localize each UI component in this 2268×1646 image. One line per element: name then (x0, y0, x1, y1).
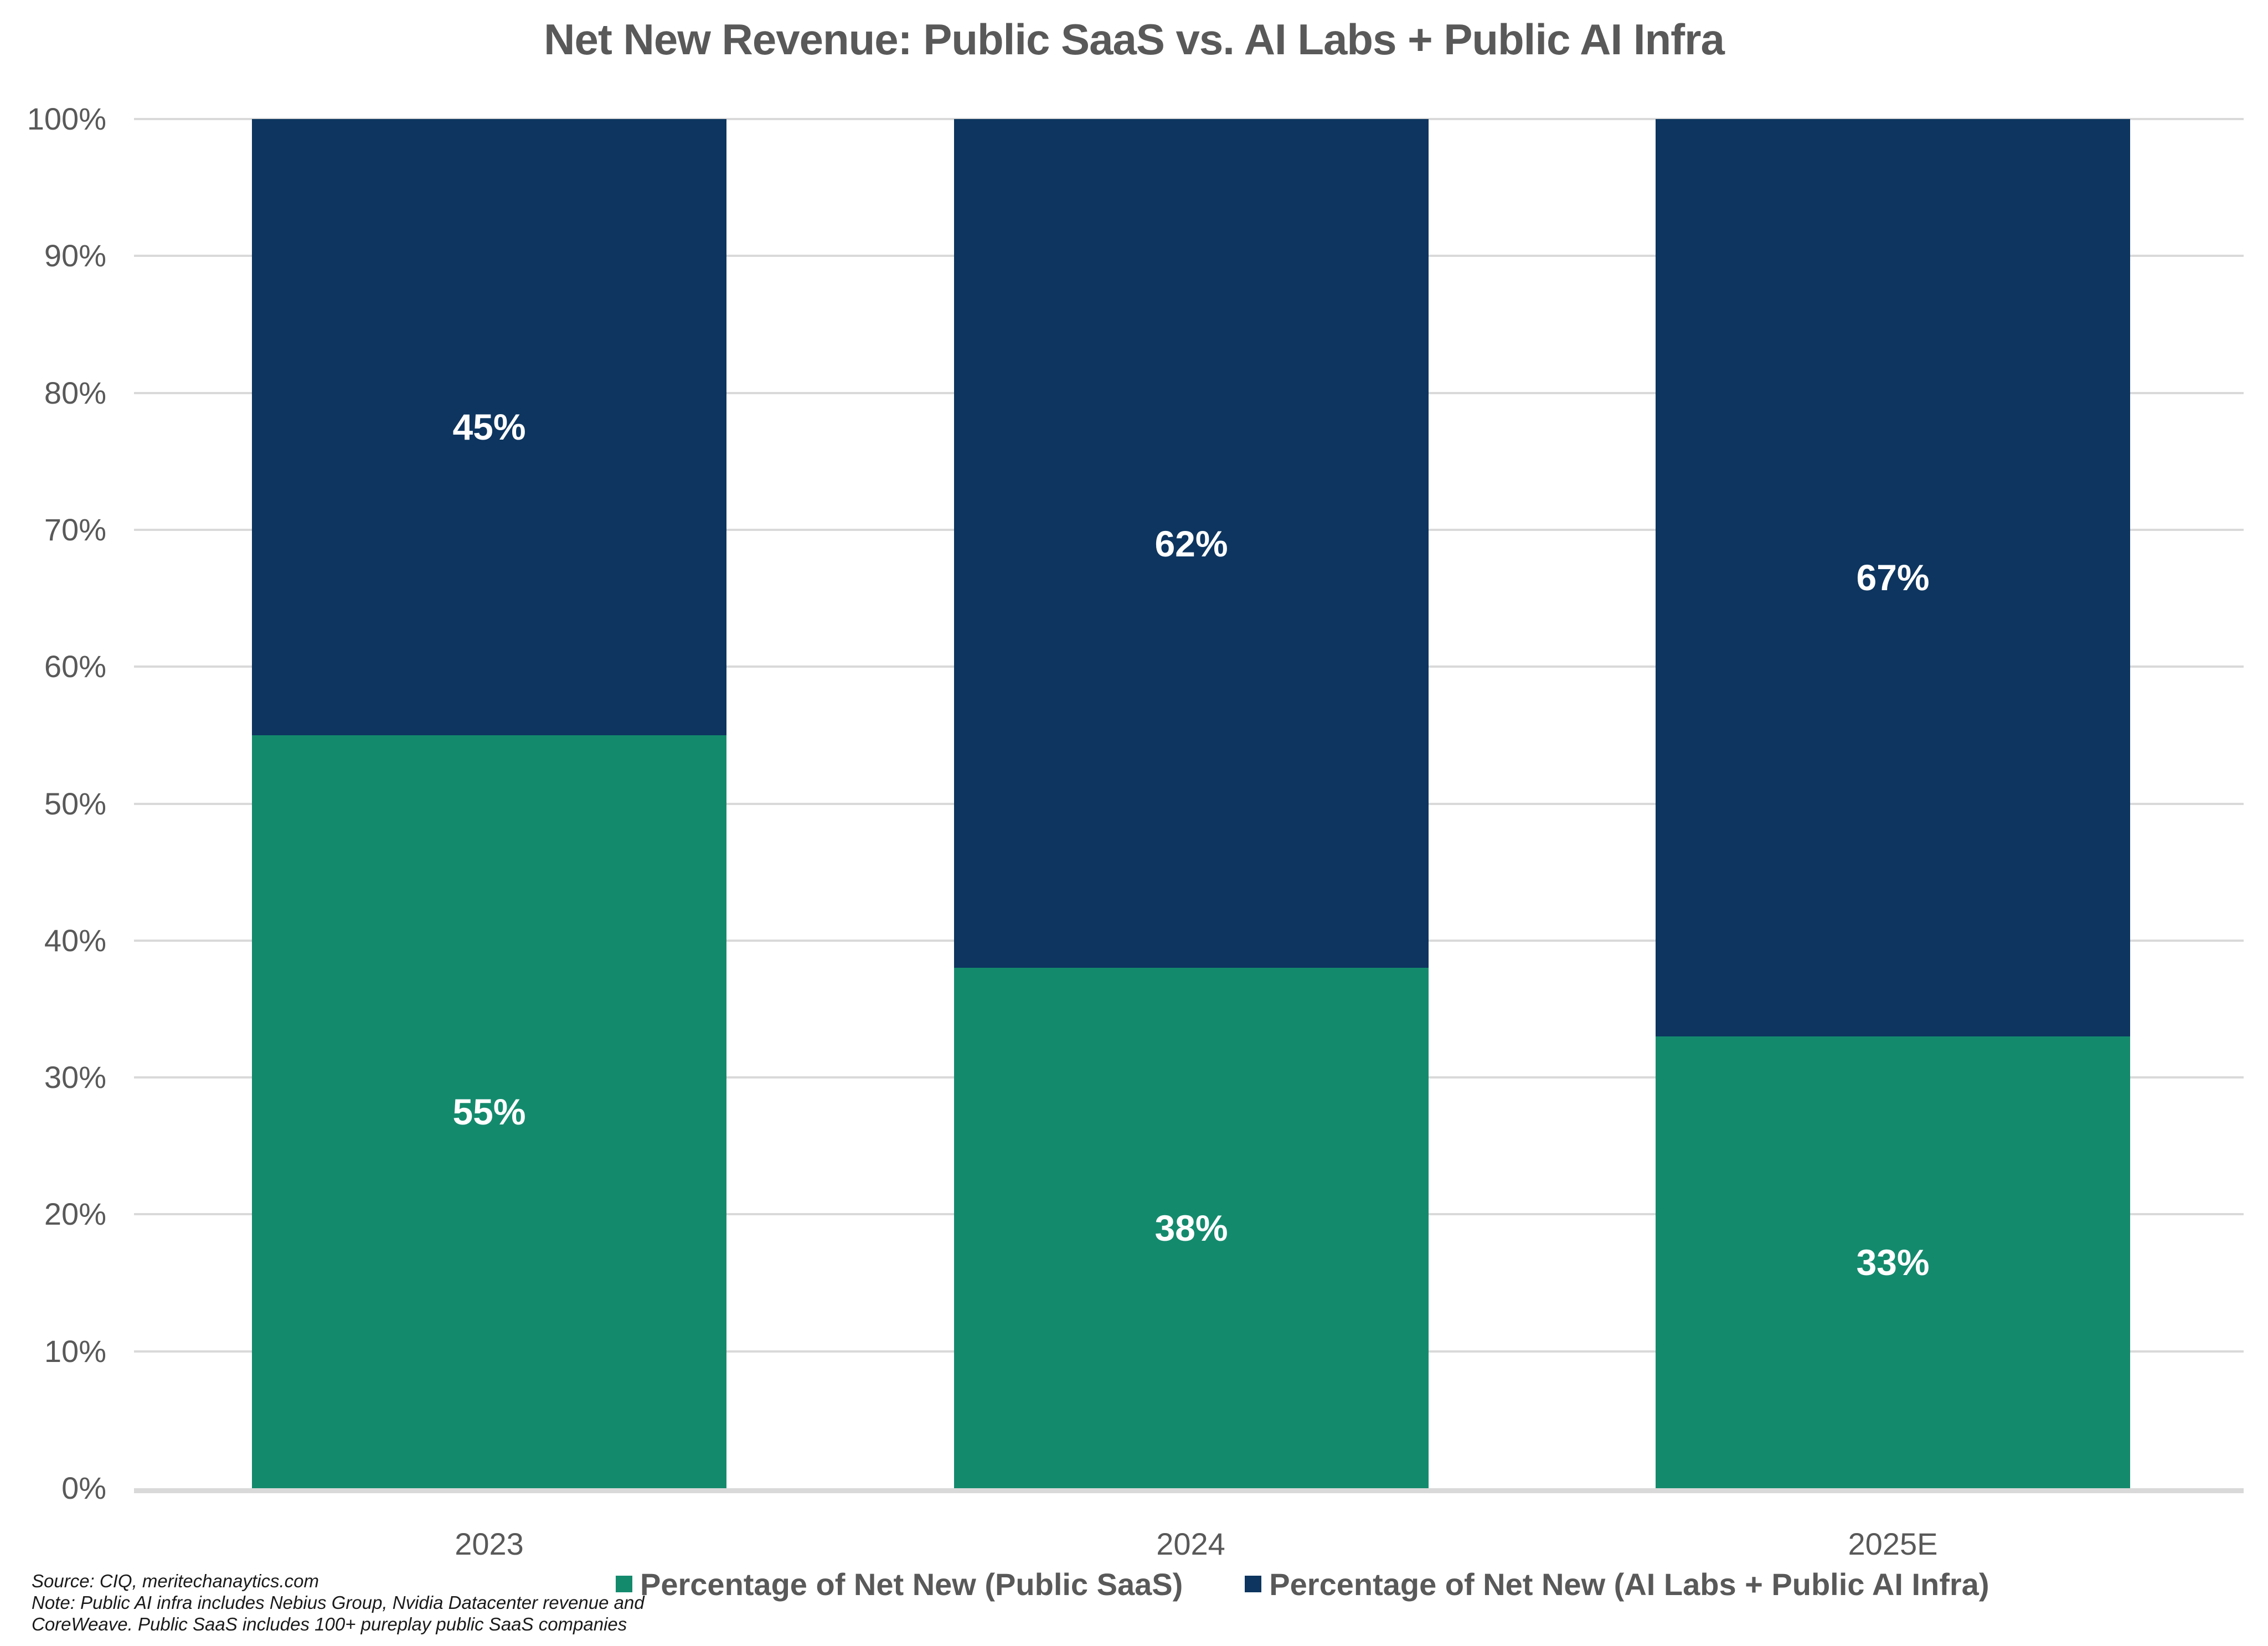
data-label: 67% (1856, 557, 1930, 598)
segment-ai-labs-infra: 62% (954, 119, 1429, 968)
bar-2024: 62% 38% (954, 119, 1429, 1488)
y-tick-label: 70% (44, 512, 106, 547)
footnote-note-line2: CoreWeave. Public SaaS includes 100+ pur… (32, 1614, 627, 1634)
y-tick-label: 90% (44, 238, 106, 274)
y-tick-label: 10% (44, 1333, 106, 1369)
chart-title: Net New Revenue: Public SaaS vs. AI Labs… (544, 15, 1725, 64)
segment-ai-labs-infra: 45% (252, 119, 726, 735)
data-label: 62% (1154, 523, 1228, 564)
legend-swatch-icon (1245, 1576, 1262, 1592)
segment-ai-labs-infra: 67% (1656, 119, 2130, 1036)
bar-2023: 45% 55% (252, 119, 726, 1488)
y-tick-label: 100% (27, 101, 106, 136)
y-axis: 0% 10% 20% 30% 40% 50% 60% 70% 80% 90% 100% (0, 104, 106, 1504)
bar-2025e: 67% 33% (1656, 119, 2130, 1488)
y-tick-label: 0% (61, 1470, 106, 1505)
footnote-source: Source: CIQ, meritechanaytics.com (32, 1571, 319, 1591)
x-tick-label: 2023 (455, 1526, 524, 1561)
legend-label: Percentage of Net New (AI Labs + Public … (1269, 1566, 1989, 1602)
y-tick-label: 50% (44, 786, 106, 821)
legend-label: Percentage of Net New (Public SaaS) (640, 1566, 1183, 1602)
y-tick-label: 60% (44, 649, 106, 684)
y-tick-label: 20% (44, 1196, 106, 1232)
footnote: Source: CIQ, meritechanaytics.com Note: … (32, 1570, 645, 1635)
y-tick-label: 30% (44, 1060, 106, 1095)
data-label: 33% (1856, 1241, 1930, 1283)
plot-area: 45% 55% 62% 38% 67% 33% (134, 118, 2244, 1493)
y-tick-label: 80% (44, 375, 106, 410)
footnote-note-line1: Note: Public AI infra includes Nebius Gr… (32, 1592, 645, 1613)
legend-swatch-icon (616, 1576, 632, 1592)
x-axis-line (134, 1488, 2244, 1493)
y-tick-label: 40% (44, 922, 106, 958)
legend-item-ai-labs-infra: Percentage of Net New (AI Labs + Public … (1245, 1566, 1989, 1602)
data-label: 55% (452, 1091, 526, 1132)
legend-item-public-saas: Percentage of Net New (Public SaaS) (616, 1566, 1183, 1602)
x-axis: 2023 2024 2025E (138, 1518, 2244, 1562)
segment-public-saas: 55% (252, 735, 726, 1488)
x-tick-label: 2025E (1848, 1526, 1938, 1561)
segment-public-saas: 38% (954, 968, 1429, 1488)
legend: Percentage of Net New (Public SaaS) Perce… (616, 1566, 1989, 1602)
data-label: 38% (1154, 1208, 1228, 1249)
segment-public-saas: 33% (1656, 1036, 2130, 1488)
data-label: 45% (452, 406, 526, 448)
x-tick-label: 2024 (1156, 1526, 1225, 1561)
